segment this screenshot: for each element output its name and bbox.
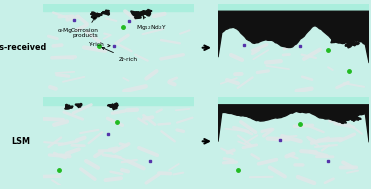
Bar	[218, 97, 369, 105]
Polygon shape	[141, 9, 152, 16]
Polygon shape	[351, 115, 361, 121]
Polygon shape	[65, 104, 73, 109]
Text: As-received: As-received	[0, 43, 47, 52]
Polygon shape	[75, 104, 82, 108]
Polygon shape	[218, 105, 369, 142]
Text: Mg$_{12}$Nd$_2$Y: Mg$_{12}$Nd$_2$Y	[137, 16, 167, 32]
Bar	[43, 97, 194, 105]
Polygon shape	[101, 10, 109, 15]
Polygon shape	[345, 39, 359, 48]
Polygon shape	[336, 117, 347, 123]
Polygon shape	[331, 33, 347, 43]
Polygon shape	[131, 11, 145, 19]
Text: Corrosion
products: Corrosion products	[71, 17, 99, 38]
Polygon shape	[107, 103, 118, 110]
Bar	[43, 4, 194, 11]
Polygon shape	[218, 11, 369, 63]
Polygon shape	[353, 34, 365, 42]
Polygon shape	[91, 12, 102, 19]
Bar	[218, 4, 369, 11]
Text: α-Mg: α-Mg	[58, 28, 73, 33]
Text: Y-rich: Y-rich	[88, 43, 110, 47]
Text: Zr-rich: Zr-rich	[102, 47, 137, 61]
Text: LSM: LSM	[11, 137, 30, 146]
